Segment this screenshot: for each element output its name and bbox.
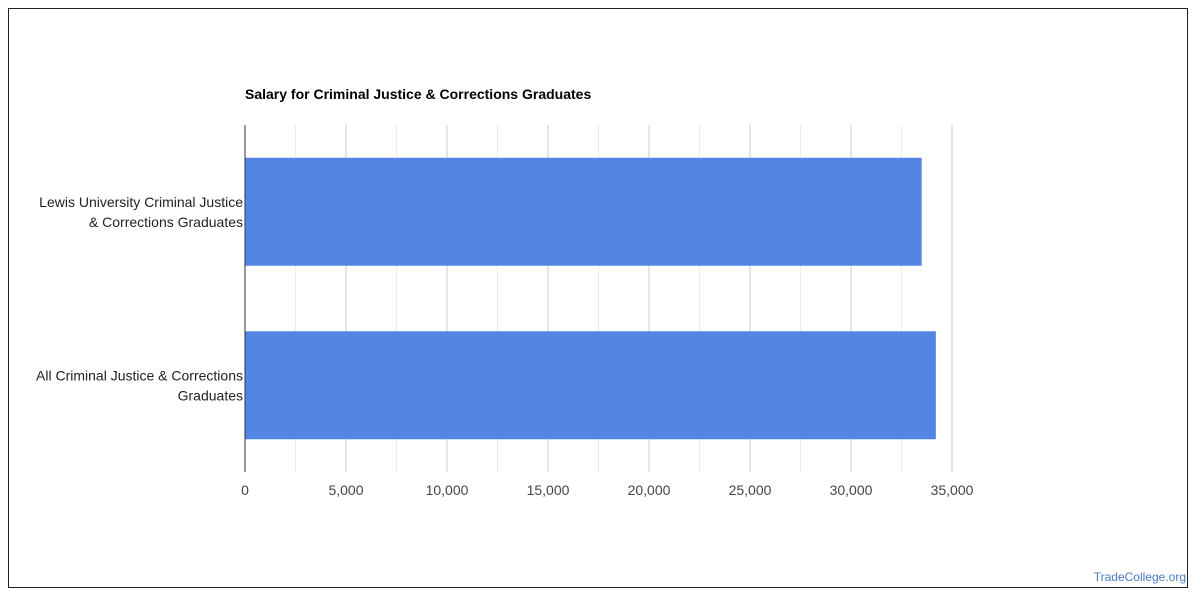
chart-title: Salary for Criminal Justice & Correction… — [245, 86, 591, 102]
x-tick-label: 30,000 — [830, 482, 873, 498]
watermark-link[interactable]: TradeCollege.org — [1093, 570, 1186, 584]
x-tick-label: 25,000 — [729, 482, 772, 498]
x-tick-label: 0 — [241, 482, 249, 498]
x-tick-label: 10,000 — [426, 482, 469, 498]
category-label: Lewis University Criminal Justice & Corre… — [39, 194, 243, 230]
x-tick-label: 35,000 — [931, 482, 974, 498]
x-tick-labels: 0 5,000 10,000 15,000 20,000 25,000 30,000 35,0… — [241, 482, 974, 498]
bar[interactable] — [245, 157, 922, 266]
category-labels: Lewis University Criminal Justice & Corre… — [36, 194, 243, 404]
x-tick-label: 20,000 — [628, 482, 671, 498]
category-label: All Criminal Justice & Corrections Gradua… — [36, 367, 243, 403]
bars — [245, 157, 936, 440]
bar[interactable] — [245, 331, 936, 440]
x-tick-label: 15,000 — [527, 482, 570, 498]
x-tick-label: 5,000 — [328, 482, 363, 498]
